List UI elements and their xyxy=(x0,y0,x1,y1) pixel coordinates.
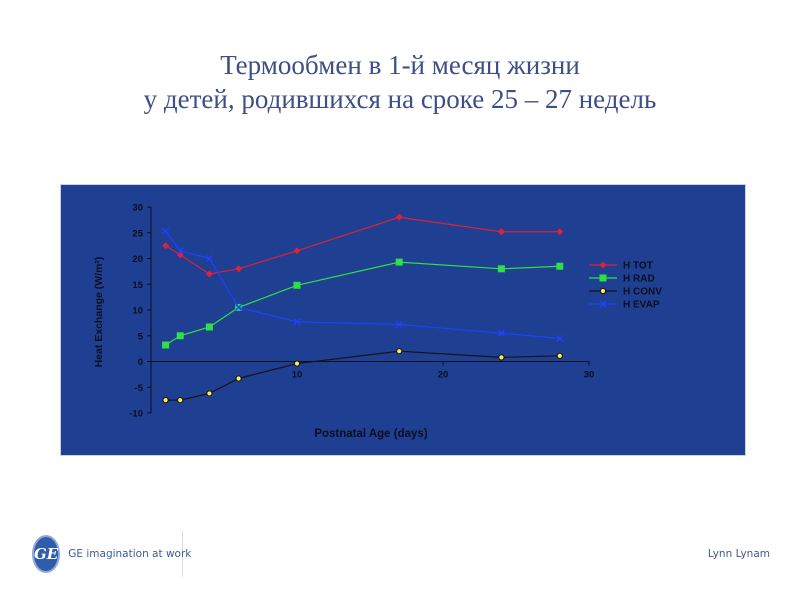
legend-marker-h-tot xyxy=(599,261,607,269)
data-point-h-evap xyxy=(176,247,184,255)
y-tick-label: 0 xyxy=(138,357,143,368)
heat-exchange-chart: 30 25 20 15 10 5 0 -5 -10 10 20 30 H TOT H RAD H CONV… xyxy=(93,203,662,441)
data-point-h-rad xyxy=(497,265,505,273)
data-point-h-tot xyxy=(497,228,505,236)
slide-title: Термообмен в 1-й месяц жизни у детей, ро… xyxy=(0,48,800,116)
data-point-h-evap xyxy=(205,255,213,262)
y-tick-label: 30 xyxy=(132,203,143,214)
data-point-h-rad xyxy=(205,323,213,331)
data-point-h-tot xyxy=(556,228,564,236)
data-point-h-conv xyxy=(206,390,213,397)
y-tick-label: 25 xyxy=(132,228,143,239)
y-tick-label: -10 xyxy=(129,409,143,420)
legend-marker-h-evap xyxy=(599,300,607,308)
data-point-h-rad xyxy=(395,258,403,266)
data-point-h-conv xyxy=(293,360,301,367)
data-point-h-conv xyxy=(162,397,169,404)
x-axis-title: Postnatal Age (days) xyxy=(314,428,427,440)
x-tick-label: 30 xyxy=(584,370,595,381)
data-point-h-conv xyxy=(498,354,505,361)
series-line-h-rad xyxy=(165,261,560,346)
data-point-h-evap xyxy=(395,320,403,328)
data-point-h-rad xyxy=(556,262,564,270)
data-point-h-tot xyxy=(162,242,170,250)
legend-marker-h-conv xyxy=(599,287,607,295)
title-line-2: у детей, родившихся на сроке 25 – 27 нед… xyxy=(143,84,657,114)
y-tick-label: 10 xyxy=(132,306,143,317)
x-tick-label: 10 xyxy=(292,370,303,381)
series-line-h-evap xyxy=(165,230,560,339)
series-line-h-conv xyxy=(165,350,560,401)
y-axis-title: Heat Exchange (W/m²) xyxy=(93,257,105,368)
y-tick-label: 5 xyxy=(138,331,144,342)
title-line-1: Термообмен в 1-й месяц жизни xyxy=(220,50,580,80)
x-tick-label: 20 xyxy=(438,370,449,381)
logo-tagline: GE imagination at work xyxy=(68,548,192,560)
data-point-h-evap xyxy=(293,318,301,326)
data-point-h-evap xyxy=(235,303,243,311)
data-point-h-tot xyxy=(293,247,301,255)
data-point-h-rad xyxy=(162,341,170,349)
data-point-h-rad xyxy=(293,281,301,289)
data-point-h-evap xyxy=(162,227,170,235)
data-point-h-conv xyxy=(556,352,563,359)
author-name: Lynn Lynam xyxy=(707,548,770,560)
data-point-h-conv xyxy=(396,348,403,355)
data-point-h-conv xyxy=(235,375,242,382)
chart-panel: 30 25 20 15 10 5 0 -5 -10 10 20 30 H TOT H RAD H CONV… xyxy=(60,184,746,456)
data-point-h-evap xyxy=(497,329,505,337)
data-point-h-conv xyxy=(177,397,184,404)
legend-label-h-rad: H RAD xyxy=(623,274,655,285)
legend-label-h-tot: H TOT xyxy=(623,261,653,272)
y-tick-label: 15 xyxy=(132,280,143,291)
legend-label-h-evap: H EVAP xyxy=(623,300,660,311)
y-tick-label: 20 xyxy=(132,254,143,265)
legend-label-h-conv: H CONV xyxy=(623,287,662,298)
ge-logo-block: GE GE imagination at work xyxy=(26,531,191,577)
y-tick-label: -5 xyxy=(135,383,144,394)
data-point-h-evap xyxy=(556,334,564,342)
data-point-h-tot xyxy=(235,265,243,273)
data-point-h-tot xyxy=(176,251,184,259)
data-point-h-tot xyxy=(395,213,403,221)
series-line-h-tot xyxy=(165,216,560,275)
data-point-h-tot xyxy=(205,270,213,278)
ge-monogram-icon: GE xyxy=(32,535,61,573)
data-point-h-rad xyxy=(176,332,184,340)
legend-marker-h-rad xyxy=(599,274,607,282)
